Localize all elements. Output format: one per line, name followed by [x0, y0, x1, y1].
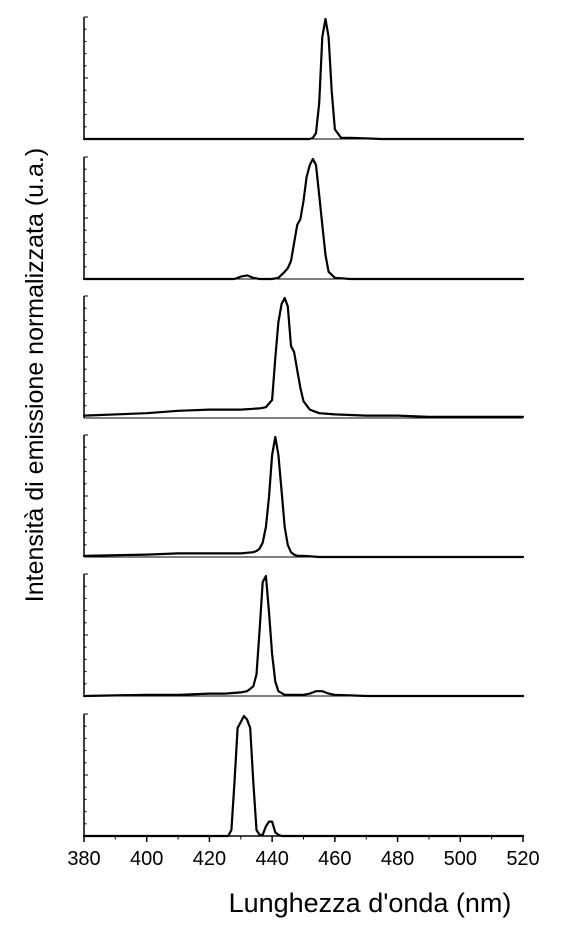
spectrum-line [82, 17, 525, 141]
spectra-panels [82, 16, 525, 838]
x-tick-label: 440 [255, 848, 288, 870]
x-axis: 380 400 420 440 460 480 500 520 [67, 835, 540, 870]
spectrum-line [82, 574, 525, 698]
spectrum-panel [82, 295, 525, 419]
spectrum-line [82, 157, 525, 281]
spectrum-line [82, 296, 525, 418]
x-axis-label: Lunghezza d'onda (nm) [229, 888, 512, 918]
spectrum-line [82, 714, 525, 838]
x-tick-label: 480 [381, 848, 414, 870]
spectrum-panel [82, 16, 525, 141]
x-tick-label: 400 [130, 848, 163, 870]
spectrum-panel [82, 156, 525, 281]
x-tick-label: 520 [506, 848, 539, 870]
spectrum-panel [82, 713, 525, 838]
spectrum-panel [82, 434, 525, 559]
x-tick-label: 500 [444, 848, 477, 870]
y-axis-label: Intensità di emissione normalizzata (u.a… [21, 148, 49, 602]
x-tick-label: 380 [67, 848, 100, 870]
spectrum-line [82, 435, 525, 559]
x-tick-label: 420 [193, 848, 226, 870]
spectrum-panel [82, 573, 525, 698]
x-tick-label: 460 [318, 848, 351, 870]
